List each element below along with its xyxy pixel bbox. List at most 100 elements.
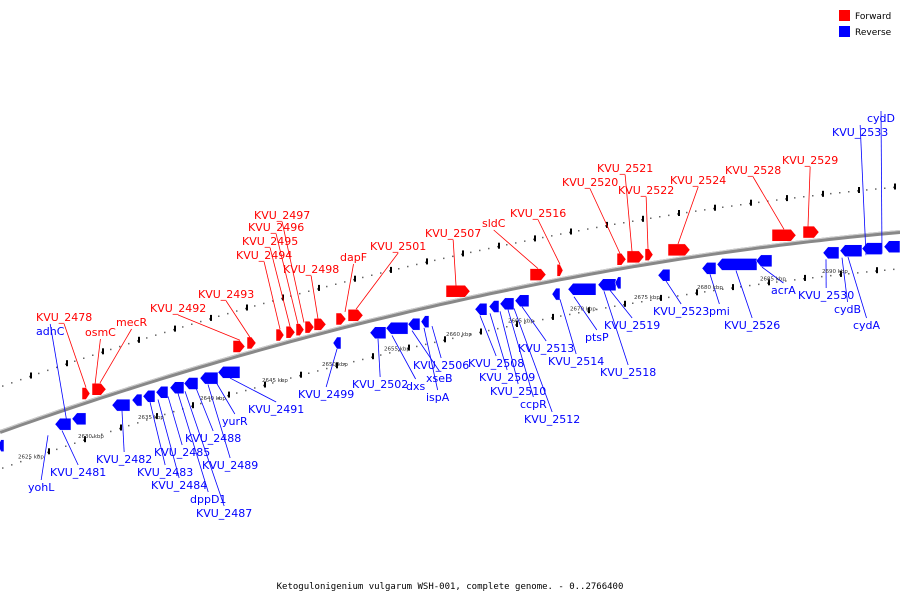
reverse-gene-label[interactable]: KVU_2512 [524, 413, 580, 426]
reverse-gene-arrow[interactable] [614, 276, 622, 290]
forward-gene-arrow[interactable] [81, 387, 91, 400]
forward-gene-label[interactable]: KVU_2522 [618, 184, 674, 197]
reverse-gene-label[interactable]: KVU_2530 [798, 289, 854, 302]
reverse-gene-label[interactable]: xseB [426, 372, 453, 385]
reverse-gene-label[interactable]: adhC [36, 325, 65, 338]
forward-gene-arrow[interactable] [644, 248, 654, 261]
forward-gene-arrow[interactable] [616, 252, 627, 266]
reverse-gene-arrow[interactable] [514, 294, 530, 308]
reverse-gene-label[interactable]: KVU_2513 [518, 342, 574, 355]
reverse-gene-label[interactable]: cydD [867, 112, 895, 125]
reverse-gene-label[interactable]: KVU_2487 [196, 507, 252, 520]
forward-gene-label[interactable]: KVU_2495 [242, 235, 298, 248]
forward-gene-label[interactable]: KVU_2496 [248, 221, 304, 234]
reverse-gene-arrow[interactable] [332, 336, 342, 350]
reverse-gene-label[interactable]: pmi [709, 305, 730, 318]
reverse-gene-label[interactable]: ispA [426, 391, 450, 404]
forward-gene-label[interactable]: KVU_2524 [670, 174, 726, 187]
forward-gene-label[interactable]: sldC [482, 217, 506, 230]
forward-gene-label[interactable]: dapF [340, 251, 367, 264]
reverse-gene-arrow[interactable] [861, 242, 883, 255]
forward-gene-arrow[interactable] [232, 340, 246, 353]
forward-gene-arrow[interactable] [802, 225, 820, 239]
forward-gene-arrow[interactable] [313, 318, 327, 331]
reverse-gene-label[interactable]: KVU_2483 [137, 466, 193, 479]
reverse-gene-label[interactable]: ccpR [520, 398, 547, 411]
reverse-gene-label[interactable]: KVU_2484 [151, 479, 207, 492]
reverse-gene-label[interactable]: KVU_2502 [352, 378, 408, 391]
forward-gene-label[interactable]: KVU_2497 [254, 209, 310, 222]
reverse-gene-arrow[interactable] [597, 278, 617, 292]
reverse-gene-label[interactable]: KVU_2518 [600, 366, 656, 379]
forward-gene-label[interactable]: KVU_2493 [198, 288, 254, 301]
forward-gene-label[interactable]: KVU_2516 [510, 207, 566, 220]
reverse-gene-arrow[interactable] [499, 297, 515, 311]
reverse-gene-arrow[interactable] [54, 417, 72, 431]
forward-gene-arrow[interactable] [295, 323, 305, 336]
reverse-gene-label[interactable]: yurR [222, 415, 248, 428]
reverse-gene-arrow[interactable] [716, 258, 758, 271]
reverse-gene-arrow[interactable] [217, 366, 241, 379]
forward-gene-arrow[interactable] [246, 336, 257, 350]
reverse-gene-arrow[interactable] [169, 381, 185, 394]
forward-gene-arrow[interactable] [347, 309, 364, 322]
forward-gene-arrow[interactable] [771, 229, 797, 242]
forward-gene-label[interactable]: KVU_2520 [562, 176, 618, 189]
reverse-gene-arrow[interactable] [420, 315, 430, 328]
reverse-gene-arrow[interactable] [385, 321, 409, 335]
reverse-gene-arrow[interactable] [155, 386, 169, 399]
reverse-gene-label[interactable]: dxs [406, 380, 425, 393]
reverse-gene-label[interactable]: acrA [771, 284, 796, 297]
reverse-gene-label[interactable]: KVU_2526 [724, 319, 780, 332]
reverse-gene-label[interactable]: KVU_2519 [604, 319, 660, 332]
reverse-gene-label[interactable]: KVU_2508 [468, 357, 524, 370]
reverse-gene-arrow[interactable] [657, 268, 671, 282]
forward-gene-arrow[interactable] [335, 312, 347, 326]
forward-gene-label[interactable]: KVU_2478 [36, 311, 92, 324]
forward-gene-label[interactable]: KVU_2528 [725, 164, 781, 177]
reverse-gene-arrow[interactable] [0, 439, 5, 452]
reverse-gene-arrow[interactable] [369, 326, 387, 340]
reverse-gene-label[interactable]: KVU_2523 [653, 305, 709, 318]
reverse-gene-arrow[interactable] [111, 398, 131, 412]
reverse-gene-label[interactable]: KVU_2506 [413, 359, 469, 372]
reverse-gene-label[interactable]: KVU_2510 [490, 385, 546, 398]
reverse-gene-arrow[interactable] [131, 393, 143, 407]
reverse-gene-label[interactable]: KVU_2482 [96, 453, 152, 466]
reverse-gene-label[interactable]: KVU_2489 [202, 459, 258, 472]
forward-gene-arrow[interactable] [445, 284, 471, 298]
reverse-gene-label[interactable]: KVU_2488 [185, 432, 241, 445]
forward-gene-arrow[interactable] [529, 268, 547, 281]
forward-gene-label[interactable]: KVU_2501 [370, 240, 426, 253]
reverse-gene-label[interactable]: KVU_2491 [248, 403, 304, 416]
forward-gene-label[interactable]: KVU_2492 [150, 302, 206, 315]
forward-gene-label[interactable]: KVU_2529 [782, 154, 838, 167]
reverse-gene-label[interactable]: cydA [853, 319, 881, 332]
reverse-gene-label[interactable]: KVU_2485 [154, 446, 210, 459]
reverse-gene-label[interactable]: cydB [834, 303, 861, 316]
reverse-gene-arrow[interactable] [407, 317, 421, 331]
reverse-gene-label[interactable]: yohL [28, 481, 55, 494]
forward-gene-arrow[interactable] [91, 383, 107, 396]
reverse-gene-arrow[interactable] [701, 262, 717, 275]
reverse-gene-arrow[interactable] [839, 244, 863, 257]
reverse-gene-arrow[interactable] [822, 246, 840, 260]
reverse-gene-arrow[interactable] [755, 254, 773, 268]
reverse-gene-arrow[interactable] [567, 282, 597, 296]
forward-gene-arrow[interactable] [304, 320, 315, 334]
forward-gene-label[interactable]: osmC [85, 326, 116, 339]
reverse-gene-label[interactable]: KVU_2533 [832, 126, 888, 139]
reverse-gene-label[interactable]: KVU_2481 [50, 466, 106, 479]
reverse-gene-label[interactable]: KVU_2514 [548, 355, 604, 368]
reverse-gene-arrow[interactable] [183, 377, 199, 390]
reverse-gene-arrow[interactable] [883, 240, 900, 253]
forward-gene-arrow[interactable] [556, 264, 564, 277]
reverse-gene-arrow[interactable] [474, 303, 488, 316]
reverse-gene-arrow[interactable] [488, 300, 500, 313]
reverse-gene-label[interactable]: KVU_2509 [479, 371, 535, 384]
forward-gene-arrow[interactable] [626, 250, 645, 264]
forward-gene-label[interactable]: KVU_2521 [597, 162, 653, 175]
reverse-gene-label[interactable]: ptsP [585, 331, 609, 344]
forward-gene-arrow[interactable] [275, 328, 285, 342]
forward-gene-arrow[interactable] [667, 243, 691, 257]
